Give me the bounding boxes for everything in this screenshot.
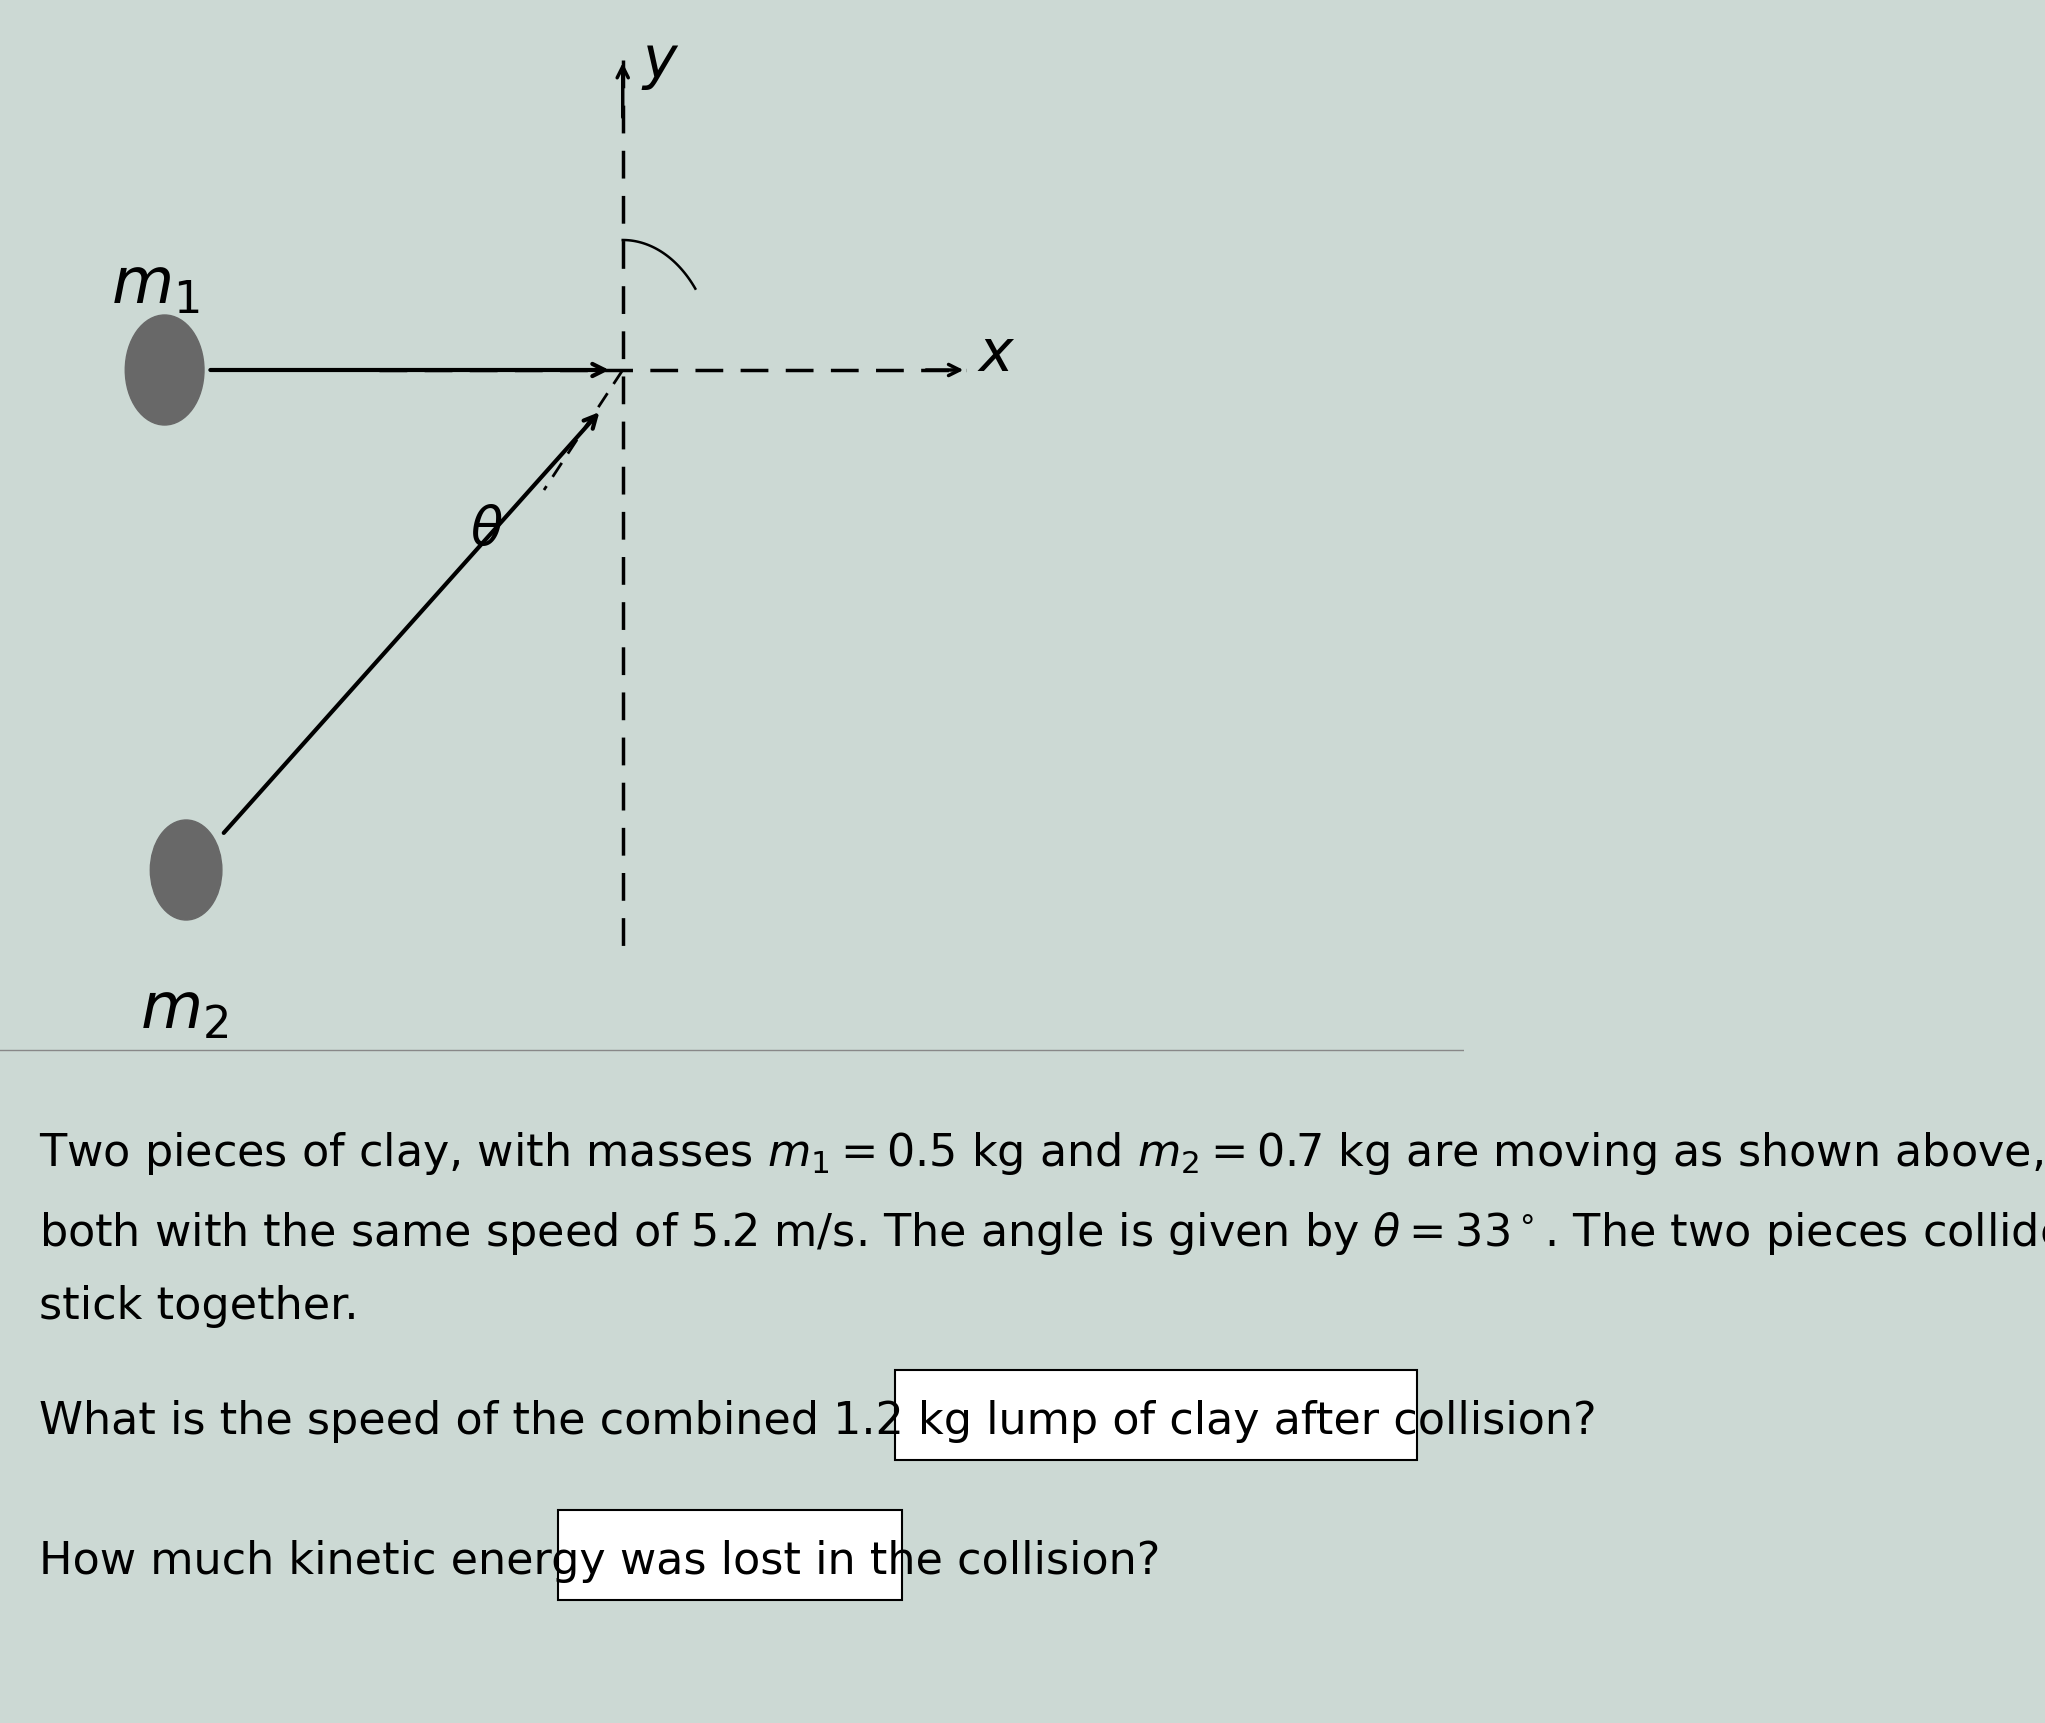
Circle shape: [125, 315, 204, 426]
Bar: [558, 1509, 902, 1601]
Text: What is the speed of the combined 1.2 kg lump of clay after collision?: What is the speed of the combined 1.2 kg…: [39, 1401, 1597, 1442]
Text: $x$: $x$: [978, 327, 1016, 383]
Text: $y$: $y$: [640, 34, 679, 91]
Text: $m_1$: $m_1$: [110, 255, 200, 317]
Text: Two pieces of clay, with masses $m_1 = 0.5$ kg and $m_2 = 0.7$ kg are moving as : Two pieces of clay, with masses $m_1 = 0…: [39, 1130, 2043, 1177]
Text: $\theta$: $\theta$: [470, 505, 503, 555]
Circle shape: [151, 820, 223, 920]
Text: both with the same speed of 5.2 m/s. The angle is given by $\theta = 33^\circ$. : both with the same speed of 5.2 m/s. The…: [39, 1210, 2045, 1258]
Bar: [896, 1370, 1417, 1459]
Text: $m_2$: $m_2$: [139, 980, 227, 1042]
Text: stick together.: stick together.: [39, 1285, 358, 1328]
Text: How much kinetic energy was lost in the collision?: How much kinetic energy was lost in the …: [39, 1540, 1162, 1583]
